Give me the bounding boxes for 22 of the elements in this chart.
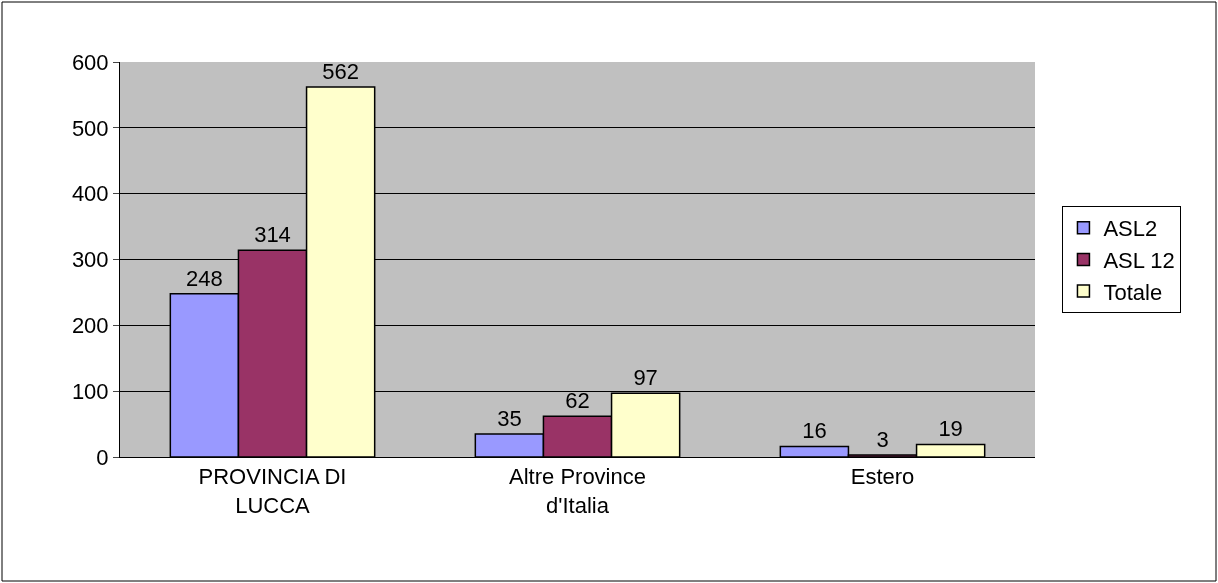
- x-tick-label: Estero: [850, 464, 915, 490]
- x-tick-label: PROVINCIA DI LUCCA: [198, 464, 347, 518]
- data-label: 16: [802, 418, 827, 444]
- y-tick-label: 600: [71, 49, 109, 75]
- legend-label: ASL 12: [1103, 247, 1175, 273]
- y-tick-label: 200: [71, 313, 109, 339]
- data-label: 97: [633, 365, 658, 391]
- legend-label: ASL2: [1103, 216, 1158, 242]
- data-label: 314: [254, 222, 291, 248]
- y-tick-label: 400: [71, 181, 109, 207]
- y-tick-label: 0: [96, 444, 109, 470]
- data-label: 3: [876, 427, 889, 453]
- legend-label: Totale: [1103, 279, 1163, 305]
- y-tick-label: 100: [71, 378, 109, 404]
- data-label: 19: [938, 416, 963, 442]
- data-label: 35: [497, 405, 522, 431]
- x-tick-label: Altre Province d'Italia: [509, 464, 646, 518]
- y-tick-label: 300: [71, 247, 109, 273]
- y-tick-label: 500: [71, 115, 109, 141]
- data-label: 562: [322, 59, 359, 85]
- data-label: 248: [186, 265, 223, 291]
- data-label: 62: [565, 388, 590, 414]
